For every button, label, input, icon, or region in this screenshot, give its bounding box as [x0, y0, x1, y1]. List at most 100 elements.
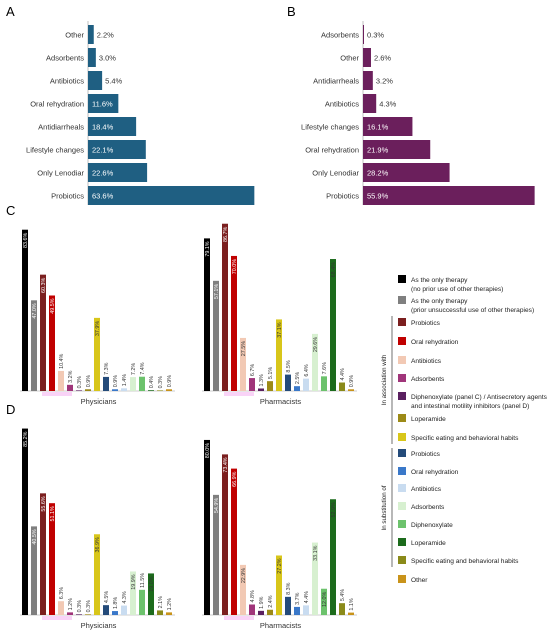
panel-c-group-label: Pharmacists: [260, 397, 302, 406]
legend-swatch-subst-oral-rehydration: [398, 467, 406, 475]
panel-a-category-label: Probiotics: [51, 192, 84, 201]
panel-c-value-label: 86.7%: [223, 227, 229, 242]
panel-d-bar: [67, 612, 73, 615]
panel-c-value-label: 0.9%: [349, 375, 355, 387]
panel-d-value-label: 3.7%: [295, 592, 301, 604]
legend-item-label: Diphenoxylate (panel C) / Antisecretory …: [411, 394, 548, 401]
legend-item-label-continued: (prior unsuccessful use of other therapi…: [411, 307, 534, 314]
panel-d-bar: [294, 606, 300, 615]
panel-d-value-label: 1.2%: [68, 598, 74, 610]
panel-c-value-label: 7.6%: [322, 362, 328, 374]
panel-d-bar: [330, 499, 336, 615]
panel-a-value-label: 63.6%: [92, 192, 114, 201]
panel-d-bar: [312, 542, 318, 615]
panel-d-value-label: 1.1%: [349, 598, 355, 610]
panel-b-bar: [363, 71, 373, 90]
panel-d-bar: [139, 589, 145, 615]
panel-c-bar: [31, 300, 37, 391]
panel-d-value-label: 73.4%: [223, 457, 229, 472]
panel-b-category-label: Antidiarrheals: [313, 77, 359, 86]
legend: As the only therapy (no prior use of othe…: [381, 275, 548, 584]
panel-c-bar: [166, 389, 172, 391]
panel-d-value-label: 66.9%: [232, 471, 238, 486]
legend-swatch-assoc-loperamide: [398, 414, 406, 422]
panel-b-value-label: 28.2%: [367, 169, 389, 178]
legend-item-label: Adsorbents: [411, 504, 445, 511]
panel-d-chart: 85.2%40.5%55.6%51.1%6.3%1.2% 0.3% 0.3%36.9…: [20, 428, 357, 630]
panel-b-value-label: 55.9%: [367, 192, 389, 201]
panel-d-bar: [157, 610, 163, 615]
panel-a-value-label: 18.4%: [92, 123, 114, 132]
panel-c-bar: [103, 376, 109, 391]
panel-d-value-label: 27.2%: [277, 558, 283, 573]
panel-a-chart: Other 2.2% Adsorbents 3.0% Antibiotics 5.4% Or…: [26, 21, 255, 205]
panel-d-decor-strip: [224, 616, 254, 620]
panel-d-bar: [85, 614, 91, 615]
panel-a-value-label: 2.2%: [97, 31, 114, 40]
panel-c-bar: [157, 390, 163, 391]
panel-d-group-label: Pharmacists: [260, 621, 302, 630]
legend-swatch-only-therapy-prior: [398, 296, 406, 304]
panel-c-bar: [312, 333, 318, 391]
panel-c-value-label: 68.4%: [331, 262, 337, 277]
panel-d-bar: [58, 601, 64, 615]
panel-b-chart: Adsorbents 0.3% Other 2.6% Antidiarrheals 3.2…: [301, 21, 535, 205]
panel-c-bar: [112, 389, 118, 391]
panel-c-bar: [321, 376, 327, 391]
panel-b-category-label: Probiotics: [326, 192, 359, 201]
panel-c-value-label: 83.6%: [23, 233, 29, 248]
legend-item-label: Oral rehydration: [411, 469, 459, 476]
legend-item-label: Adsorbents: [411, 376, 445, 383]
panel-c-bar: [94, 317, 100, 391]
panel-c-bar: [204, 238, 210, 391]
panel-c-bar: [76, 390, 82, 391]
panel-b-value-label: 21.9%: [367, 146, 389, 155]
panel-c-value-label: 0.9%: [86, 375, 92, 387]
panel-c-decor-strip: [224, 392, 254, 396]
legend-item-label: Diphenoxylate: [411, 522, 453, 529]
legend-swatch-subst-adsorbents: [398, 502, 406, 510]
panel-d-value-label: 0.3%: [77, 600, 83, 612]
panel-d-value-label: 22.9%: [241, 568, 247, 583]
panel-d-bar: [276, 555, 282, 615]
panel-c-bar: [348, 389, 354, 391]
panel-c-value-label: 49.5%: [50, 298, 56, 313]
panel-d-value-label: 36.9%: [95, 537, 101, 552]
panel-c-decor-strip: [42, 392, 72, 396]
legend-swatch-assoc-eating: [398, 433, 406, 441]
panel-a-category-label: Antibiotics: [50, 77, 84, 86]
panel-b-bar: [363, 25, 364, 44]
legend-swatch-only-therapy-no-prior: [398, 275, 406, 283]
panel-b-bar: [363, 48, 371, 67]
panel-c-bar: [267, 381, 273, 391]
panel-a-category-label: Other: [65, 31, 84, 40]
panel-c-bar: [130, 377, 136, 391]
panel-d-value-label: 51.1%: [50, 506, 56, 521]
panel-c-value-label: 37.9%: [95, 321, 101, 336]
panel-b-category-label: Only Lenodiar: [312, 169, 359, 178]
panel-c-value-label: 10.4%: [59, 353, 65, 368]
panel-a-category-label: Adsorbents: [46, 54, 84, 63]
panel-d-bar: [258, 610, 264, 615]
panel-a-bar: [88, 186, 255, 205]
legend-item-label-continued: and intestinal motility inhibitors (pane…: [411, 403, 529, 410]
legend-item-label: Other: [411, 577, 428, 584]
panel-a-bar: [88, 94, 119, 113]
panel-a-bar: [88, 163, 148, 182]
legend-swatch-subst-eating: [398, 556, 406, 564]
panel-b-category-label: Adsorbents: [321, 31, 359, 40]
panel-d-value-label: 40.5%: [32, 529, 38, 544]
panel-c-bar: [49, 295, 55, 391]
panel-a-value-label: 5.4%: [105, 77, 122, 86]
panel-a-value-label: 22.6%: [92, 169, 114, 178]
panel-c-bar: [139, 376, 145, 391]
panel-c-bar: [121, 388, 127, 391]
panel-d-value-label: 54.9%: [214, 498, 220, 513]
panel-a-bar: [88, 48, 96, 67]
panel-c-value-label: 60.3%: [41, 277, 47, 292]
panel-d-bar: [285, 596, 291, 615]
panel-c-value-label: 1.4%: [122, 374, 128, 386]
legend-swatch-subst-antibiotics: [398, 484, 406, 492]
